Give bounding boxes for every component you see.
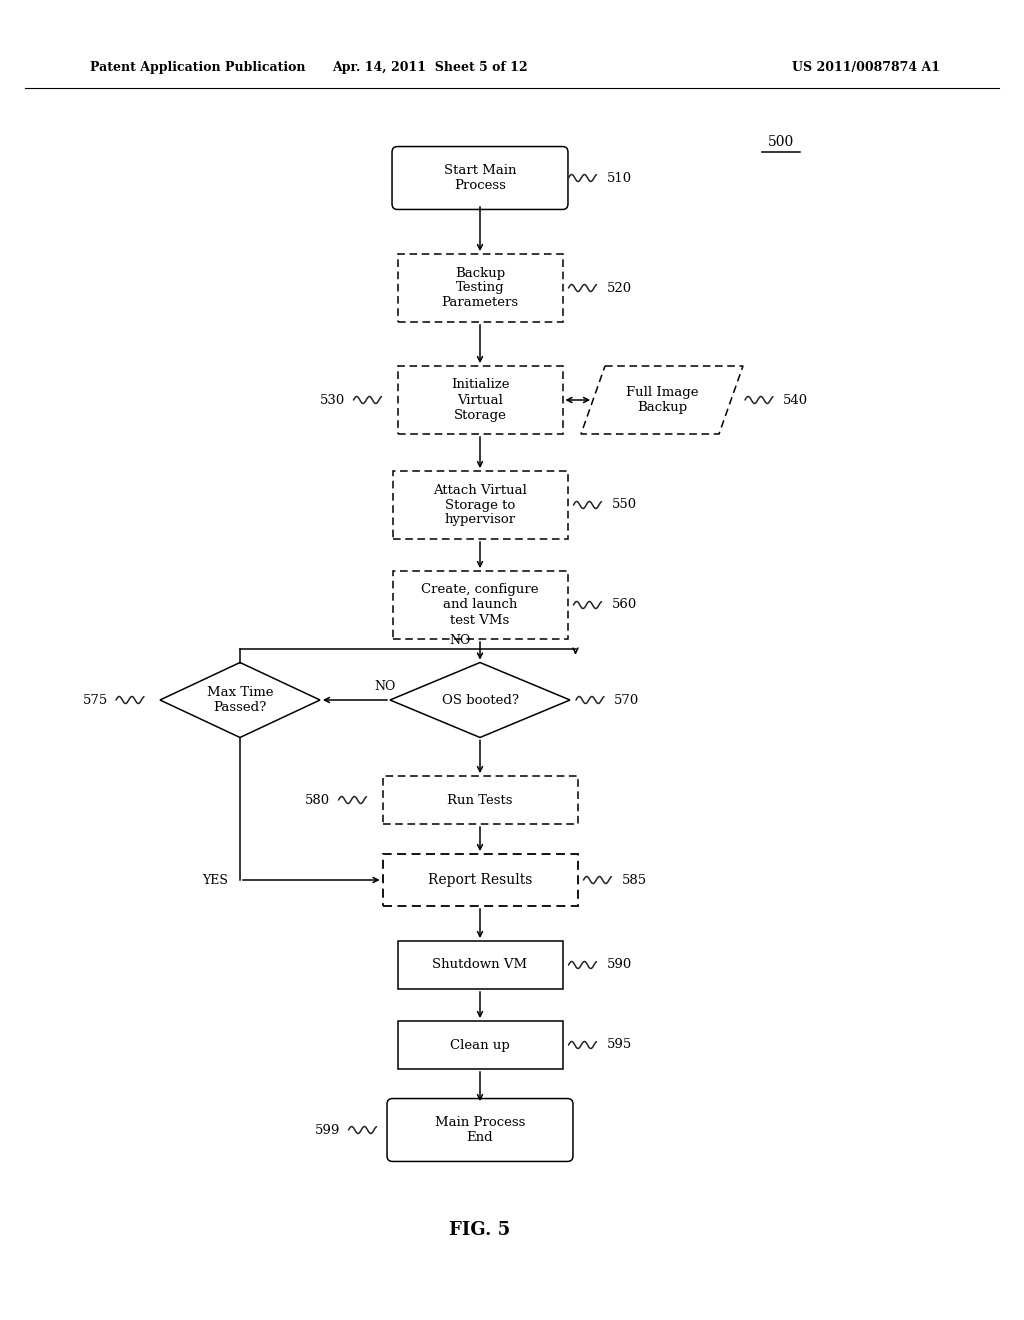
Bar	[397, 1020, 562, 1069]
Polygon shape	[581, 366, 743, 434]
Text: 540: 540	[783, 393, 808, 407]
Text: 585: 585	[622, 874, 646, 887]
Text: Create, configure
and launch
test VMs: Create, configure and launch test VMs	[421, 583, 539, 627]
Polygon shape	[160, 663, 319, 738]
Bar	[383, 776, 578, 824]
Text: NO: NO	[375, 680, 395, 693]
Text: 500: 500	[768, 135, 795, 149]
Bar	[397, 253, 562, 322]
Text: 580: 580	[305, 793, 331, 807]
Text: 599: 599	[315, 1123, 341, 1137]
Text: YES: YES	[202, 874, 228, 887]
Text: US 2011/0087874 A1: US 2011/0087874 A1	[792, 62, 940, 74]
Text: FIG. 5: FIG. 5	[450, 1221, 511, 1239]
Bar	[397, 366, 562, 434]
Text: 595: 595	[606, 1039, 632, 1052]
Text: Clean up: Clean up	[451, 1039, 510, 1052]
Text: Max Time
Passed?: Max Time Passed?	[207, 686, 273, 714]
Bar	[392, 572, 567, 639]
FancyBboxPatch shape	[387, 1098, 573, 1162]
Bar	[397, 941, 562, 989]
Text: 510: 510	[606, 172, 632, 185]
Text: Report Results: Report Results	[428, 873, 532, 887]
Text: Backup
Testing
Parameters: Backup Testing Parameters	[441, 267, 518, 309]
Bar	[392, 471, 567, 539]
Text: Start Main
Process: Start Main Process	[443, 164, 516, 191]
Text: 590: 590	[606, 958, 632, 972]
Text: Full Image
Backup: Full Image Backup	[626, 385, 698, 414]
Text: Shutdown VM: Shutdown VM	[432, 958, 527, 972]
Polygon shape	[390, 663, 570, 738]
Text: Main Process
End: Main Process End	[435, 1115, 525, 1144]
Text: Initialize
Virtual
Storage: Initialize Virtual Storage	[451, 379, 509, 421]
Text: 560: 560	[611, 598, 637, 611]
Text: 530: 530	[321, 393, 345, 407]
Text: NO: NO	[450, 635, 471, 648]
Text: 575: 575	[83, 693, 108, 706]
Text: Apr. 14, 2011  Sheet 5 of 12: Apr. 14, 2011 Sheet 5 of 12	[332, 62, 527, 74]
Text: 570: 570	[614, 693, 639, 706]
FancyBboxPatch shape	[392, 147, 568, 210]
Bar	[383, 854, 578, 906]
Text: OS booted?: OS booted?	[441, 693, 518, 706]
Text: Patent Application Publication: Patent Application Publication	[90, 62, 305, 74]
Text: 520: 520	[606, 281, 632, 294]
Text: Attach Virtual
Storage to
hypervisor: Attach Virtual Storage to hypervisor	[433, 483, 527, 527]
Text: Run Tests: Run Tests	[447, 793, 513, 807]
Text: 550: 550	[611, 499, 637, 511]
